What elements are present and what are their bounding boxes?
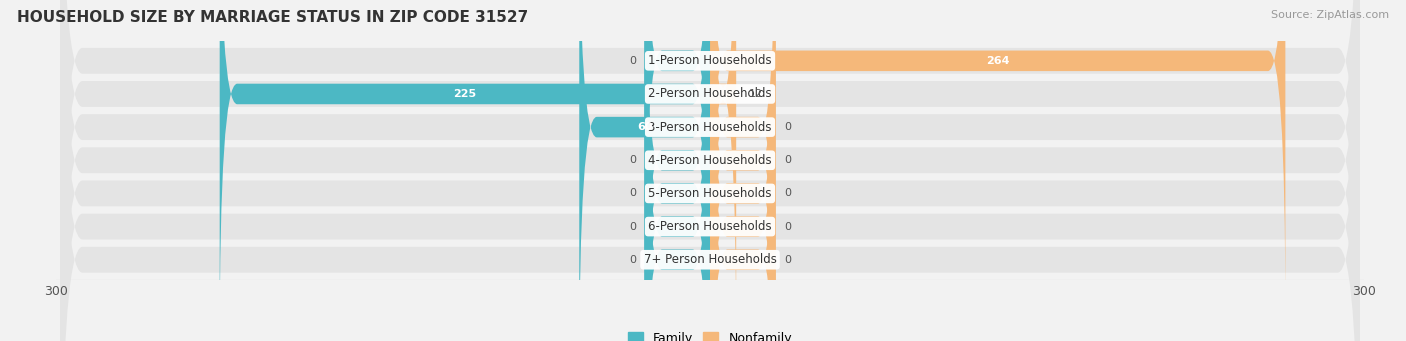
Text: 0: 0 (785, 189, 792, 198)
Text: 60: 60 (637, 122, 652, 132)
Text: 0: 0 (785, 155, 792, 165)
FancyBboxPatch shape (710, 0, 1285, 316)
FancyBboxPatch shape (60, 0, 1360, 341)
Text: HOUSEHOLD SIZE BY MARRIAGE STATUS IN ZIP CODE 31527: HOUSEHOLD SIZE BY MARRIAGE STATUS IN ZIP… (17, 10, 529, 25)
Legend: Family, Nonfamily: Family, Nonfamily (623, 327, 797, 341)
FancyBboxPatch shape (60, 0, 1360, 341)
FancyBboxPatch shape (60, 0, 1360, 341)
FancyBboxPatch shape (60, 0, 1360, 341)
Text: 2-Person Households: 2-Person Households (648, 87, 772, 101)
Text: 0: 0 (785, 222, 792, 232)
Text: 0: 0 (785, 122, 792, 132)
FancyBboxPatch shape (219, 0, 710, 341)
FancyBboxPatch shape (60, 0, 1360, 341)
FancyBboxPatch shape (710, 0, 776, 341)
Text: 4-Person Households: 4-Person Households (648, 154, 772, 167)
FancyBboxPatch shape (710, 0, 776, 341)
Text: 1-Person Households: 1-Person Households (648, 54, 772, 67)
FancyBboxPatch shape (644, 0, 710, 341)
Text: 6-Person Households: 6-Person Households (648, 220, 772, 233)
Text: Source: ZipAtlas.com: Source: ZipAtlas.com (1271, 10, 1389, 20)
FancyBboxPatch shape (579, 0, 710, 341)
FancyBboxPatch shape (60, 0, 1360, 341)
FancyBboxPatch shape (710, 0, 776, 341)
FancyBboxPatch shape (60, 0, 1360, 341)
Text: 0: 0 (628, 222, 636, 232)
Text: 0: 0 (628, 255, 636, 265)
FancyBboxPatch shape (710, 5, 776, 341)
FancyBboxPatch shape (644, 0, 710, 316)
Text: 264: 264 (986, 56, 1010, 66)
FancyBboxPatch shape (644, 0, 710, 341)
Text: 12: 12 (749, 89, 763, 99)
Text: 0: 0 (628, 189, 636, 198)
Text: 0: 0 (628, 56, 636, 66)
FancyBboxPatch shape (710, 0, 737, 341)
Text: 225: 225 (453, 89, 477, 99)
Text: 0: 0 (785, 255, 792, 265)
Text: 7+ Person Households: 7+ Person Households (644, 253, 776, 266)
FancyBboxPatch shape (644, 0, 710, 341)
FancyBboxPatch shape (644, 5, 710, 341)
Text: 3-Person Households: 3-Person Households (648, 121, 772, 134)
FancyBboxPatch shape (710, 0, 776, 341)
Text: 5-Person Households: 5-Person Households (648, 187, 772, 200)
Text: 0: 0 (628, 155, 636, 165)
